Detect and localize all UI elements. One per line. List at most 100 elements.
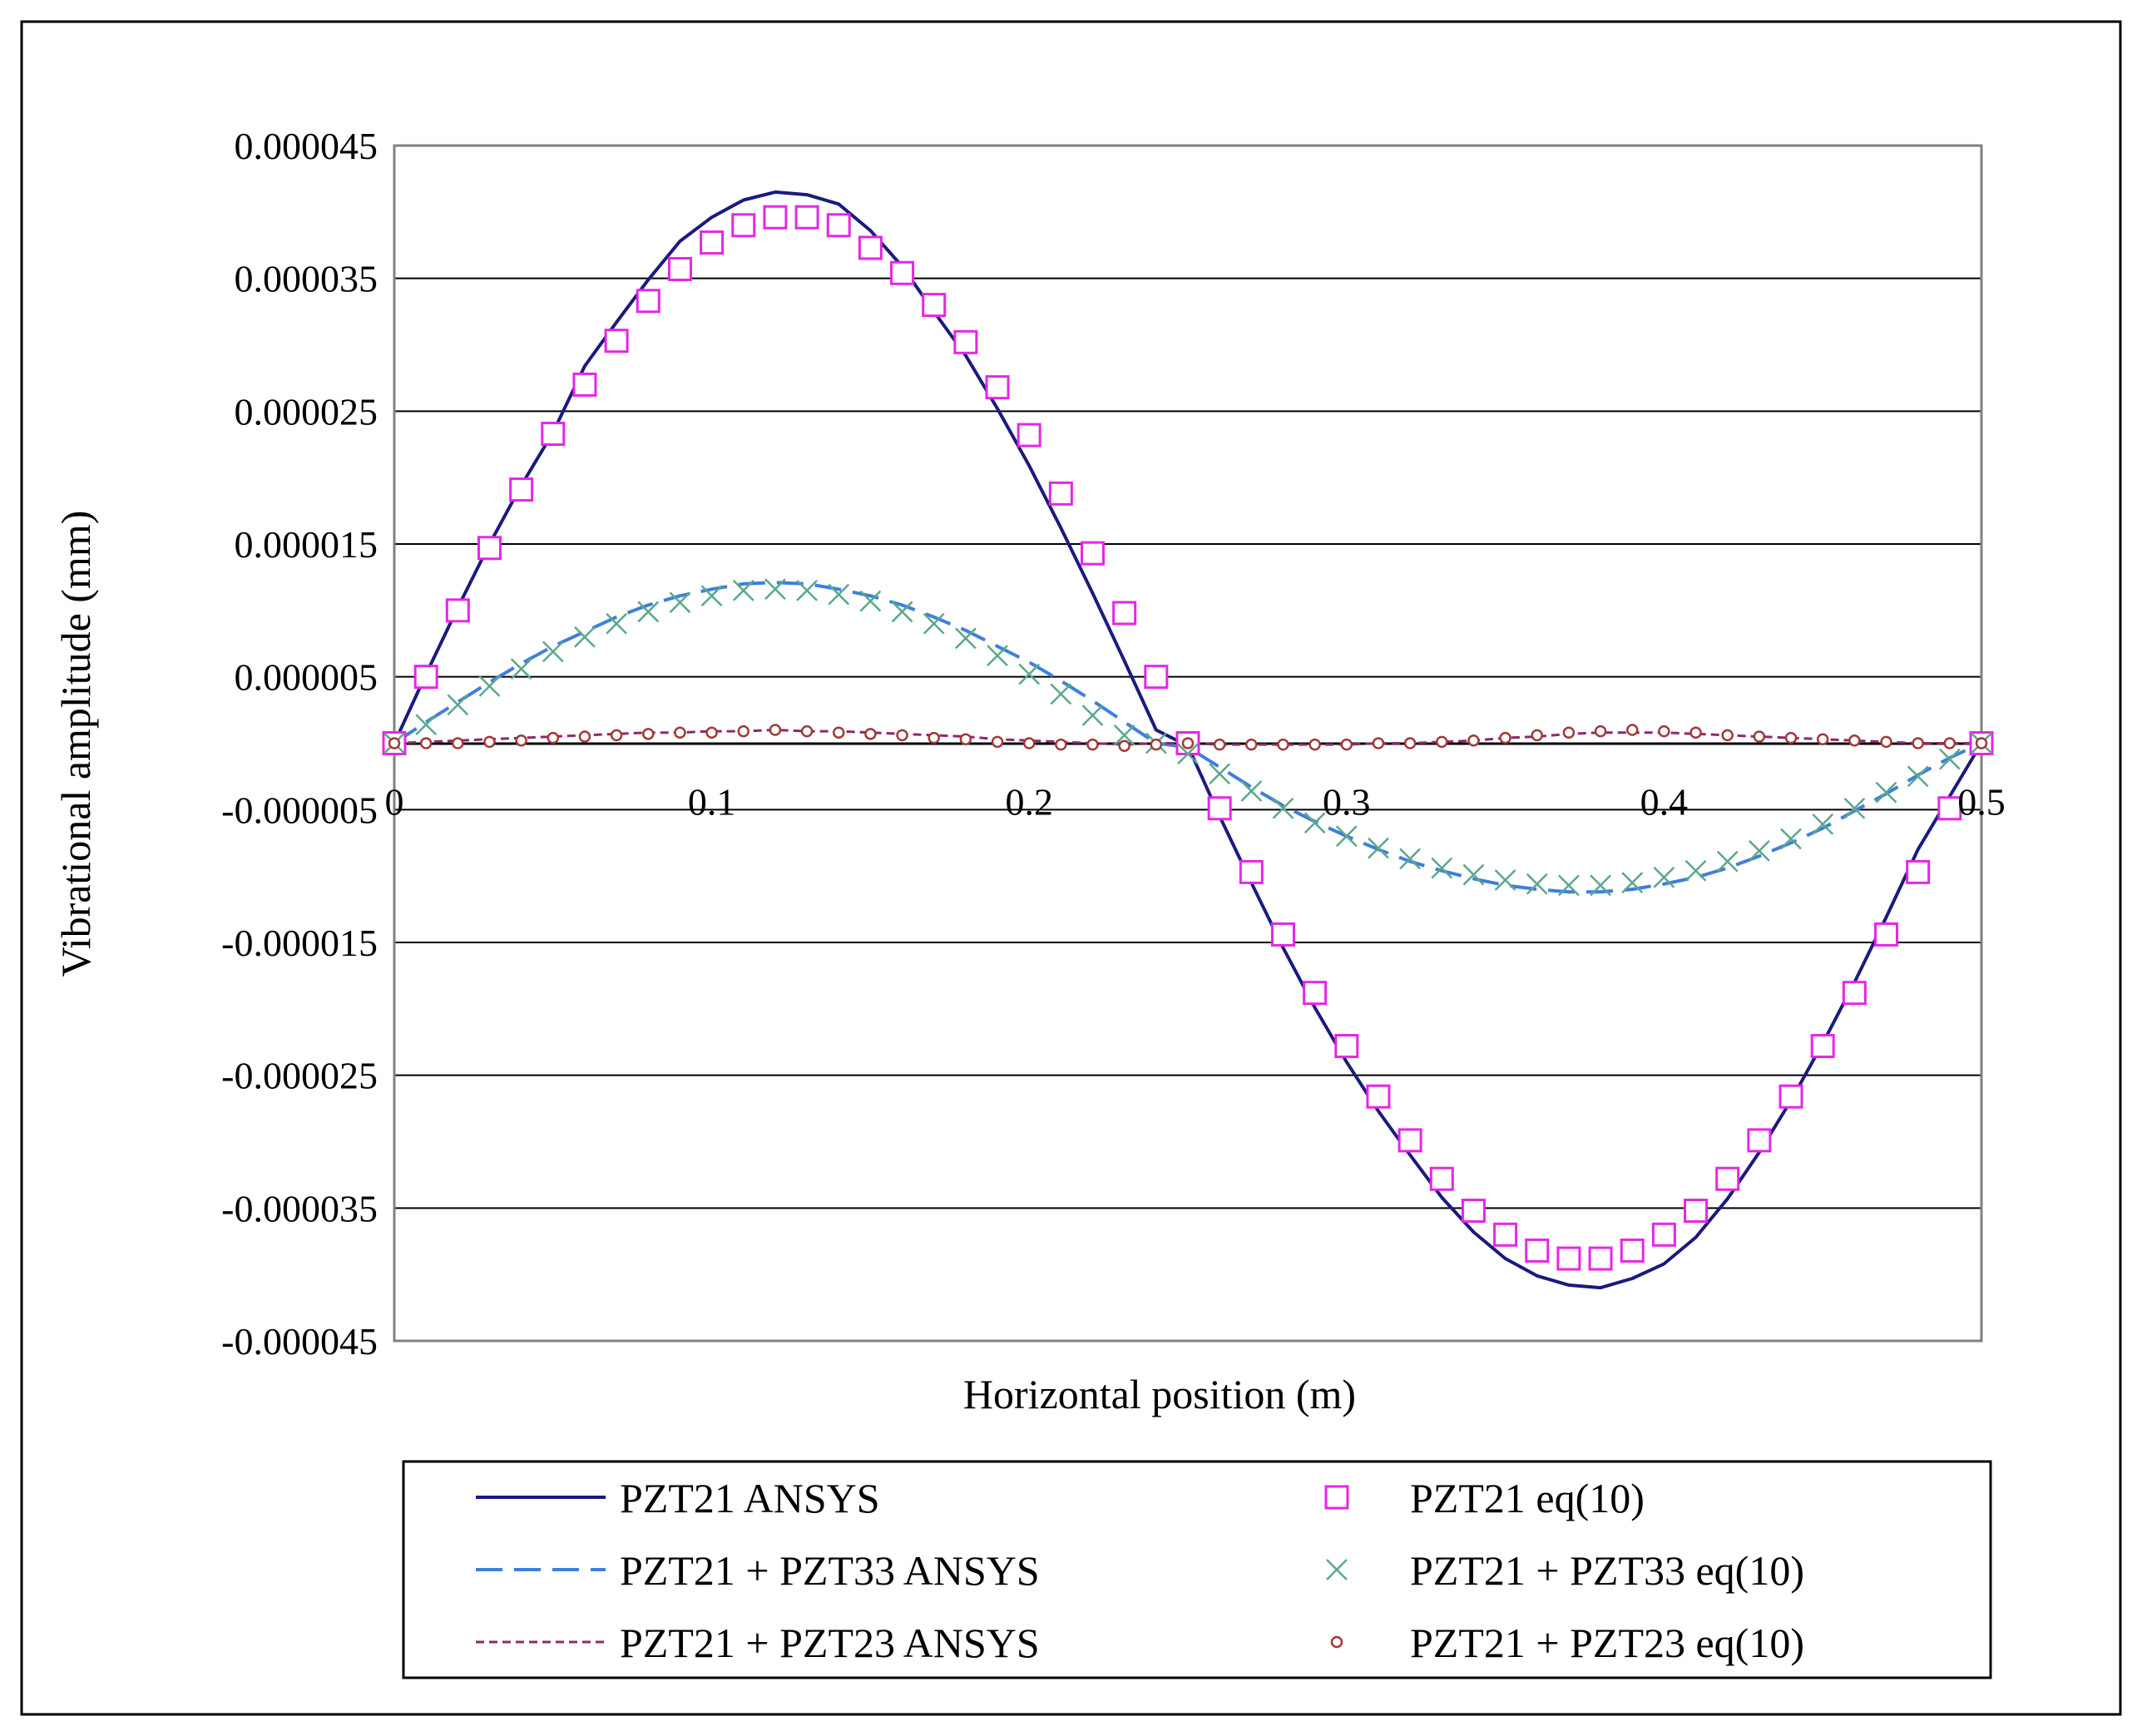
y-tick-label: 0.000015 bbox=[235, 523, 378, 566]
data-point bbox=[1399, 848, 1422, 870]
data-point bbox=[953, 329, 978, 354]
data-point bbox=[864, 728, 877, 740]
data-point bbox=[1239, 859, 1264, 884]
data-point bbox=[642, 728, 655, 740]
data-point bbox=[700, 230, 725, 255]
data-point bbox=[700, 585, 723, 607]
legend-entry: PZT21 + PZT23 ANSYS bbox=[476, 1620, 1040, 1666]
data-point bbox=[419, 737, 433, 749]
y-tick-label: 0.000045 bbox=[235, 125, 378, 167]
data-point bbox=[1209, 763, 1231, 785]
data-point bbox=[800, 725, 814, 738]
data-point bbox=[1277, 738, 1289, 751]
data-point bbox=[1588, 1246, 1613, 1271]
data-point bbox=[1747, 1128, 1772, 1153]
data-point bbox=[1689, 726, 1702, 739]
data-point bbox=[1303, 981, 1328, 1006]
data-point bbox=[1240, 780, 1263, 802]
legend-entry: PZT21 + PZT33 eq(10) bbox=[1326, 1547, 1804, 1594]
y-tick-label: 0.000025 bbox=[235, 390, 378, 433]
data-point bbox=[1368, 837, 1389, 859]
data-point bbox=[1304, 812, 1326, 834]
data-point bbox=[667, 256, 692, 281]
legend-label: PZT21 eq(10) bbox=[1410, 1475, 1645, 1521]
data-point bbox=[922, 293, 947, 318]
data-point bbox=[1272, 797, 1294, 819]
data-point bbox=[1558, 874, 1580, 897]
data-point bbox=[1975, 737, 1988, 749]
data-point bbox=[1816, 733, 1829, 745]
data-point bbox=[891, 601, 913, 623]
data-point bbox=[896, 729, 908, 742]
data-point bbox=[1653, 866, 1675, 888]
data-point bbox=[1022, 737, 1036, 749]
data-point bbox=[959, 733, 972, 745]
legend-label: PZT21 + PZT23 ANSYS bbox=[620, 1620, 1040, 1666]
data-point bbox=[1113, 725, 1135, 746]
data-point bbox=[1715, 1166, 1740, 1191]
data-point bbox=[1048, 481, 1073, 506]
data-point bbox=[1270, 922, 1295, 947]
x-axis-title: Horizontal position (m) bbox=[963, 1371, 1356, 1417]
data-point bbox=[415, 714, 438, 736]
data-point bbox=[764, 578, 786, 601]
data-point bbox=[413, 665, 438, 690]
data-point bbox=[447, 694, 469, 716]
legend-swatch bbox=[1324, 1485, 1349, 1510]
data-point bbox=[1055, 738, 1067, 751]
data-point bbox=[636, 289, 660, 314]
data-point bbox=[574, 626, 596, 648]
data-point bbox=[1403, 737, 1417, 749]
data-point bbox=[1684, 859, 1707, 882]
data-point bbox=[1812, 814, 1834, 835]
data-point bbox=[1335, 825, 1358, 848]
x-tick-labels: 0 0.1 0.2 0.3 0.4 0.5 bbox=[385, 781, 2006, 823]
data-point bbox=[445, 598, 470, 623]
data-point bbox=[1431, 857, 1453, 879]
data-point bbox=[794, 205, 819, 230]
data-point bbox=[1086, 738, 1099, 751]
series-line bbox=[393, 729, 1981, 746]
data-point bbox=[606, 612, 628, 635]
legend: PZT21 ANSYS PZT21 eq(10) PZT21 + PZT33 ANS… bbox=[476, 1475, 1804, 1666]
data-point bbox=[1810, 1034, 1835, 1059]
data-point bbox=[1366, 1084, 1391, 1109]
data-point bbox=[1721, 729, 1734, 742]
data-point bbox=[1334, 1034, 1359, 1059]
data-point bbox=[890, 260, 915, 285]
data-point bbox=[1017, 423, 1041, 448]
series bbox=[382, 190, 1994, 1290]
y-tick-label: -0.000015 bbox=[221, 922, 378, 964]
data-point bbox=[1112, 601, 1137, 626]
data-point bbox=[1150, 738, 1163, 751]
legend-entry: PZT21 ANSYS bbox=[476, 1475, 880, 1521]
data-point bbox=[987, 645, 1008, 667]
data-point bbox=[1177, 743, 1199, 765]
data-point bbox=[1937, 796, 1962, 821]
y-axis-title: Vibrational amplitude (mm) bbox=[52, 511, 99, 977]
legend-label: PZT21 + PZT33 ANSYS bbox=[620, 1547, 1040, 1594]
data-point bbox=[1436, 735, 1448, 749]
data-point bbox=[1144, 665, 1169, 690]
legend-label: PZT21 + PZT23 eq(10) bbox=[1410, 1620, 1804, 1666]
data-point bbox=[1938, 748, 1961, 770]
x-tick-label: 0.5 bbox=[1957, 781, 2006, 823]
data-point bbox=[1207, 796, 1232, 821]
data-point bbox=[1499, 731, 1511, 744]
data-point bbox=[1778, 1084, 1803, 1109]
data-point bbox=[796, 579, 818, 601]
data-point bbox=[1340, 738, 1353, 751]
data-point bbox=[826, 213, 851, 238]
data-point bbox=[1372, 737, 1385, 749]
data-point bbox=[1494, 869, 1516, 891]
data-point bbox=[1245, 738, 1258, 751]
data-point bbox=[1531, 729, 1544, 742]
x-tick-label: 0.2 bbox=[1005, 781, 1053, 823]
data-point bbox=[954, 627, 977, 650]
x-tick-label: 0 bbox=[385, 781, 404, 823]
data-point bbox=[1493, 1222, 1518, 1247]
series-pzt21-pzt33-ansys bbox=[393, 581, 1982, 894]
series-pzt21-pzt33-eq-10 bbox=[383, 578, 1992, 897]
y-tick-label: -0.000005 bbox=[221, 789, 378, 831]
